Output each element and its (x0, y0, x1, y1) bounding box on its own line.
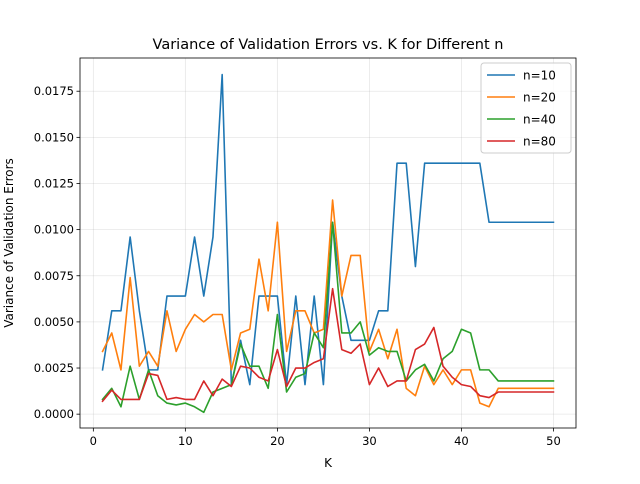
x-tick-label: 30 (362, 434, 377, 448)
y-tick-label: 0.0000 (34, 407, 74, 421)
legend: n=10 n=20 n=40 n=80 (480, 62, 572, 154)
y-tick-label: 0.0050 (34, 315, 74, 329)
y-axis-label: Variance of Validation Errors (2, 158, 16, 328)
x-tick-label: 20 (270, 434, 285, 448)
y-tick-label: 0.0075 (34, 269, 74, 283)
y-tick-label: 0.0125 (34, 176, 74, 190)
x-tick-label: 40 (454, 434, 469, 448)
legend-label: n=40 (523, 113, 556, 127)
y-tick-label: 0.0025 (34, 361, 74, 375)
legend-label: n=80 (523, 135, 556, 149)
x-tick-label: 50 (546, 434, 561, 448)
series-line-n=20 (101, 199, 555, 408)
series-line-n=10 (101, 73, 555, 386)
y-tick-label: 0.0175 (34, 84, 74, 98)
chart-title: Variance of Validation Errors vs. K for … (153, 37, 504, 53)
legend-label: n=20 (523, 91, 556, 105)
y-tick-label: 0.0100 (34, 223, 74, 237)
series-line-n=80 (101, 287, 555, 403)
series-layer (101, 73, 555, 414)
x-axis-label: K (324, 456, 333, 470)
legend-box (480, 62, 572, 154)
x-tick-label: 10 (178, 434, 193, 448)
x-tick-label: 0 (90, 434, 97, 448)
y-tick-label: 0.0150 (34, 130, 74, 144)
series-line-n=40 (101, 221, 555, 414)
legend-label: n=10 (523, 69, 556, 83)
plot-frame (79, 57, 577, 429)
ticks: 0 10 20 30 40 50 0.0000 0.0025 0.0050 0.0075 0.010… (34, 84, 561, 448)
